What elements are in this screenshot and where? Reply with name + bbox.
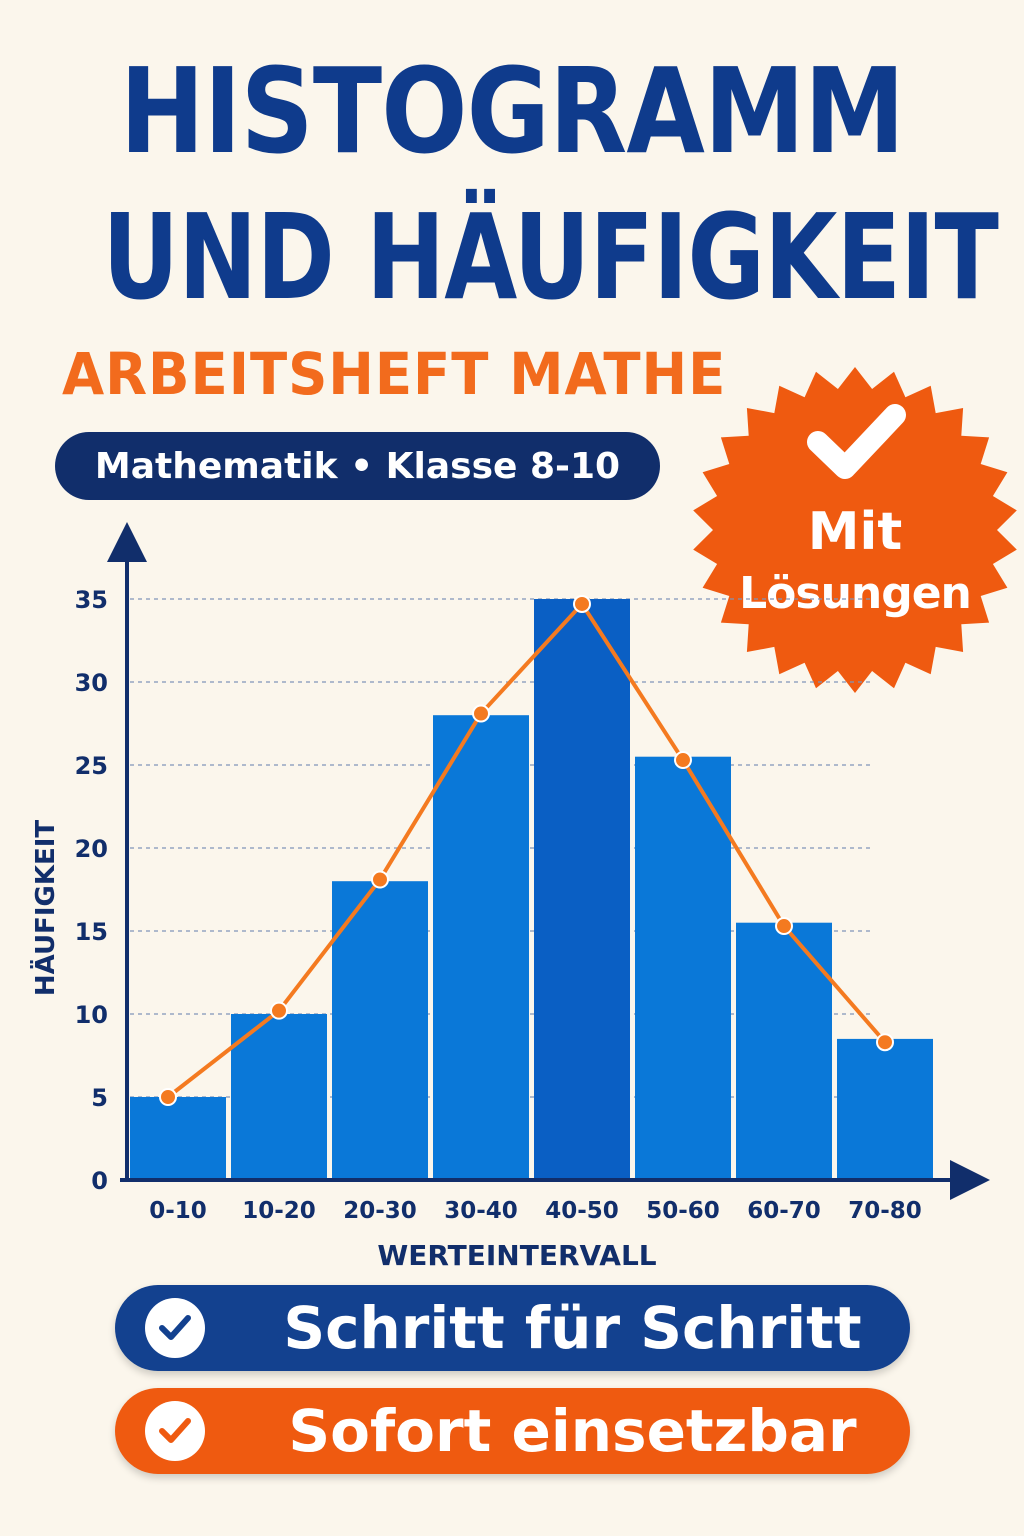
histogram-bar	[635, 756, 731, 1180]
x-tick-label: 0-10	[149, 1198, 207, 1224]
frequency-point	[159, 1088, 177, 1106]
subject-grade-pill: Mathematik • Klasse 8-10	[55, 432, 660, 500]
badge-starburst	[693, 367, 1017, 693]
x-tick-label: 60-70	[747, 1198, 821, 1224]
y-axis-label: HÄUFIGKEIT	[29, 820, 61, 997]
histogram-bar	[231, 1014, 327, 1180]
histogram-bar	[130, 1097, 226, 1180]
check-circle-icon	[145, 1298, 205, 1358]
frequency-point	[674, 751, 692, 770]
y-tick-label: 20	[75, 835, 108, 863]
title-line-2: UND HÄUFIGKEIT	[102, 188, 999, 326]
x-tick-label: 10-20	[242, 1198, 316, 1224]
y-tick-label: 5	[91, 1084, 108, 1112]
x-tick-label: 20-30	[343, 1198, 417, 1224]
y-tick-label: 15	[75, 918, 108, 946]
histogram-bar	[332, 881, 428, 1180]
histogram-bars	[130, 599, 933, 1180]
y-tick-label: 0	[91, 1167, 108, 1195]
check-icon	[807, 404, 906, 479]
solutions-badge	[693, 367, 1017, 693]
frequency-polygon-line	[166, 600, 887, 1099]
histogram-bar	[837, 1038, 933, 1180]
histogram-chart: 0 5 10 15 20 25 30 35 0-10 10-20 20-30 30-40 40-50 5…	[29, 522, 990, 1272]
frequency-point	[270, 1001, 288, 1020]
x-tick-label: 40-50	[545, 1198, 619, 1224]
y-tick-labels: 0 5 10 15 20 25 30 35	[75, 586, 108, 1195]
frequency-polygon-points	[159, 594, 894, 1106]
y-tick-label: 35	[75, 586, 108, 614]
frequency-point	[573, 594, 591, 613]
check-circle-icon	[145, 1401, 205, 1461]
histogram-bar	[736, 922, 832, 1180]
histogram-bar	[433, 715, 529, 1180]
title-line-1: HISTOGRAMM	[119, 42, 905, 180]
frequency-point	[472, 704, 490, 723]
subtitle: ARBEITSHEFT MATHE	[62, 340, 727, 408]
y-tick-label: 30	[75, 669, 108, 697]
y-tick-label: 10	[75, 1001, 108, 1029]
badge-text-mit: Mit	[807, 502, 903, 562]
step-by-step-label: Schritt für Schritt	[283, 1294, 862, 1362]
x-tick-label: 50-60	[646, 1198, 720, 1224]
step-by-step-banner: Schritt für Schritt	[115, 1285, 910, 1371]
y-tick-label: 25	[75, 752, 108, 780]
frequency-point	[371, 870, 389, 889]
x-tick-label: 70-80	[848, 1198, 922, 1224]
ready-to-use-label: Sofort einsetzbar	[288, 1397, 857, 1465]
badge-text-loesungen: Lösungen	[739, 568, 972, 619]
histogram-bar	[534, 599, 630, 1180]
frequency-point	[876, 1033, 894, 1052]
x-axis-label: WERTEINTERVALL	[377, 1239, 656, 1272]
frequency-point	[775, 917, 793, 936]
ready-to-use-banner: Sofort einsetzbar	[115, 1388, 910, 1474]
x-tick-labels: 0-10 10-20 20-30 30-40 40-50 50-60 60-70 70-80	[149, 1198, 922, 1224]
x-tick-label: 30-40	[444, 1198, 518, 1224]
